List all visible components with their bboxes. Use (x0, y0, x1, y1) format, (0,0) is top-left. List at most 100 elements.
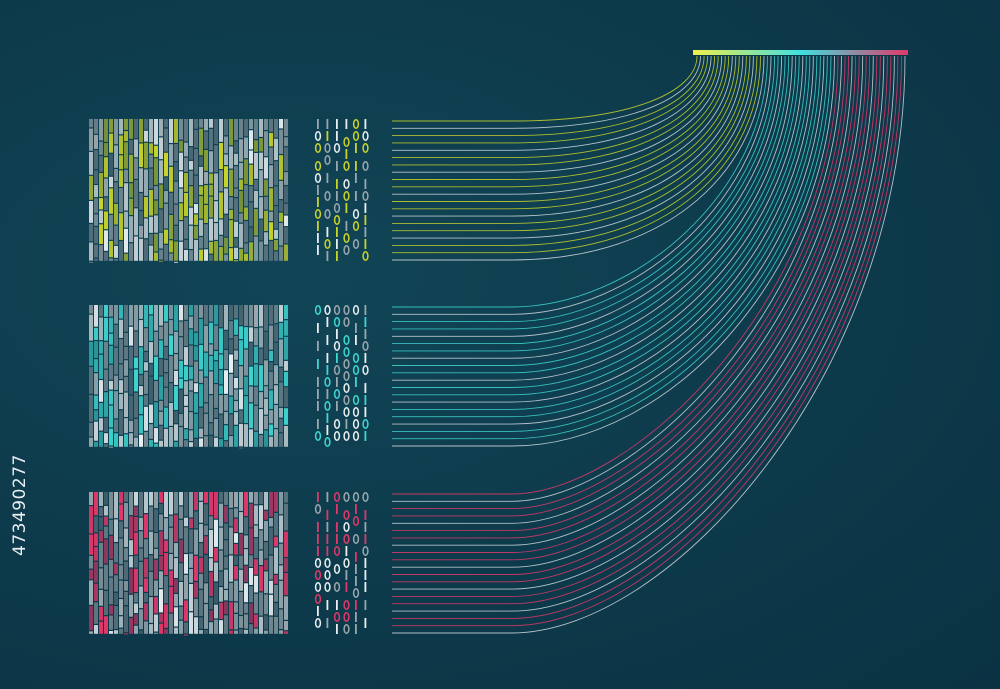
mosaic-tile (129, 420, 133, 432)
mosaic-tile (189, 612, 193, 634)
mosaic-tile (159, 613, 163, 623)
binary-digit-zero (314, 431, 322, 441)
binary-digit-one (326, 389, 329, 399)
mosaic-tile (269, 147, 273, 164)
mosaic-tile (239, 162, 243, 179)
mosaic-tile (199, 196, 203, 219)
mosaic-tile (269, 580, 273, 594)
mosaic-tile (249, 202, 253, 227)
binary-digit-one (345, 119, 348, 129)
mosaic-tile (144, 492, 148, 514)
mosaic-tile (109, 305, 113, 317)
mosaic-tile (219, 385, 223, 394)
mosaic-tile (264, 331, 268, 360)
mosaic-tile (194, 617, 198, 634)
mosaic-tile (254, 628, 258, 634)
mosaic-tile (199, 166, 203, 186)
mosaic-tile (174, 204, 178, 225)
flow-line (392, 55, 860, 539)
mosaic-tile (269, 132, 273, 147)
mosaic-tile (89, 151, 93, 175)
binary-digit-one (355, 576, 357, 586)
mosaic-tile (214, 241, 218, 261)
mosaic-tile (274, 584, 278, 602)
binary-digit-one (326, 173, 329, 183)
mosaic-tile (249, 403, 253, 429)
binary-digit-zero (314, 570, 322, 580)
mosaic-tile (159, 425, 163, 440)
mosaic-tile (99, 198, 103, 210)
mosaic-tile (144, 603, 148, 621)
mosaic-tile (244, 517, 248, 535)
mosaic-tile (89, 175, 93, 200)
flow-line (392, 55, 804, 381)
mosaic-tile (279, 119, 283, 129)
binary-digit-one (364, 305, 367, 315)
mosaic-tile (234, 377, 238, 389)
binary-digit-one (317, 341, 319, 351)
mosaic-tile (159, 340, 163, 358)
mosaic-tile (119, 492, 123, 504)
mosaic-tile (259, 492, 263, 505)
mosaic-tile (279, 515, 283, 543)
binary-digit-zero (343, 383, 350, 393)
mosaic-tile (154, 200, 158, 215)
mosaic-tile (164, 576, 168, 604)
binary-digit-one (326, 510, 329, 520)
mosaic-tile (259, 592, 263, 616)
flow-line (392, 55, 867, 553)
mosaic-tile (264, 510, 268, 520)
binary-digit-one (364, 329, 367, 339)
mosaic-tile (144, 578, 148, 592)
mosaic-tile (164, 407, 168, 428)
mosaic-tile (189, 553, 193, 568)
mosaic-tile (224, 237, 228, 254)
mosaic-tile (144, 169, 148, 196)
binary-digit-one (364, 558, 367, 568)
mosaic-tile (169, 119, 173, 143)
mosaic-tile (234, 508, 238, 518)
mosaic-tile (239, 139, 243, 162)
binary-digit-zero (314, 161, 322, 171)
binary-digit-zero (343, 492, 350, 502)
mosaic-tile (199, 501, 203, 523)
mosaic-tile (284, 203, 288, 215)
binary-digit-zero (343, 431, 350, 441)
mosaic-tile (139, 586, 143, 609)
mosaic-tile (149, 376, 153, 404)
mosaic-tile (184, 492, 188, 517)
mosaic-tile (234, 401, 238, 411)
mosaic-tile (164, 244, 168, 261)
mosaic-tile (199, 219, 203, 236)
mosaic-tile (279, 565, 283, 580)
mosaic-tile (169, 427, 173, 447)
mosaic-tile (194, 226, 198, 239)
mosaic-tile (214, 223, 218, 240)
mosaic-tile (149, 154, 153, 168)
flow-line (392, 55, 786, 345)
binary-digit-one (355, 323, 357, 333)
mosaic-tile (99, 517, 103, 530)
mosaic-tile (204, 604, 208, 629)
flow-line (392, 55, 800, 374)
mosaic-tile (179, 606, 183, 620)
mosaic-tile (159, 260, 163, 262)
mosaic-tile (99, 431, 103, 447)
binary-digit-one (345, 582, 348, 592)
mosaic-tile (254, 538, 258, 559)
binary-digit-zero (343, 359, 350, 369)
mosaic-tile (259, 616, 263, 634)
mosaic-tile (134, 437, 138, 447)
mosaic-tile (174, 579, 178, 593)
mosaic-tile (204, 525, 208, 536)
flow-line (392, 55, 701, 129)
mosaic-tile (204, 352, 208, 377)
mosaic-tile (139, 143, 143, 168)
mosaic-tile (124, 633, 128, 635)
mosaic-tile (99, 418, 103, 431)
mosaic-tile (229, 248, 233, 261)
mosaic-tile (129, 492, 133, 516)
mosaic-tile (194, 149, 198, 175)
mosaic-tile (214, 305, 218, 325)
mosaic-tile (224, 523, 228, 540)
